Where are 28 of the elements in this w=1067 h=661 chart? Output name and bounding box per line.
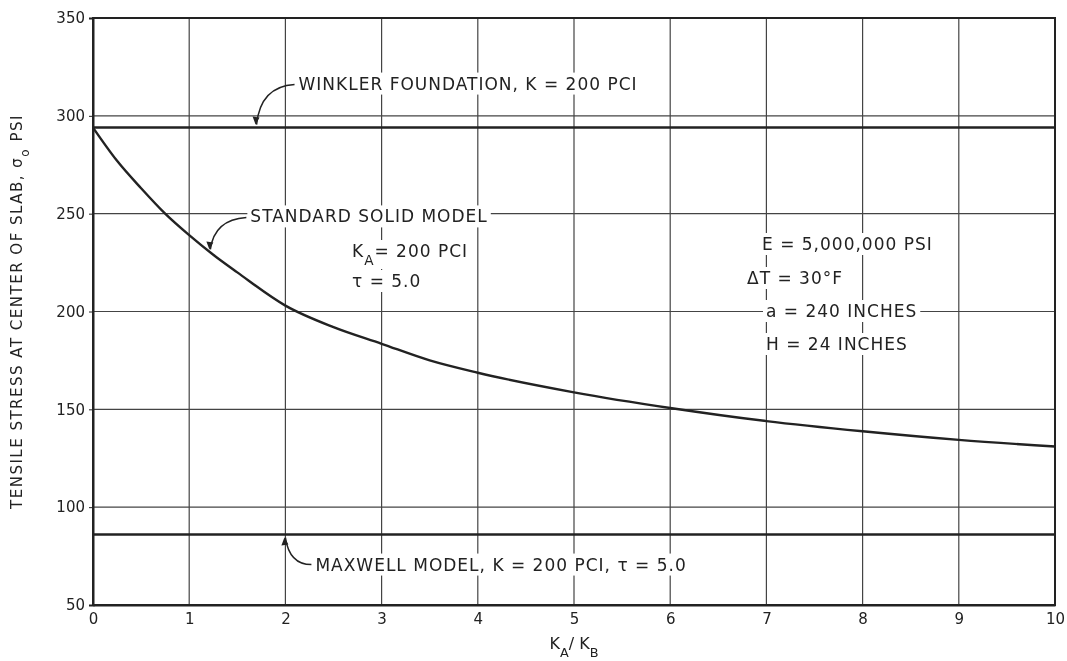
series-label: MAXWELL MODEL, K = 200 PCI, τ = 5.0 [315,554,687,575]
y-tick-label: 300 [56,107,85,126]
x-tick-label: 8 [858,609,868,628]
x-tick-label: 1 [184,609,195,628]
x-axis-title: K$_{A}$/ K$_{B}$ [549,634,599,660]
series-label: WINKLER FOUNDATION, K = 200 PCI [298,73,638,94]
y-tick-label: 100 [56,498,85,517]
annotation: τ = 5.0 [352,271,422,291]
text: STANDARD SOLID MODEL [250,206,488,227]
x-tick-label: 9 [954,609,965,628]
y-tick-label: 200 [56,302,85,321]
x-tick-label: 10 [1045,609,1066,628]
x-tick-label: 3 [377,609,387,628]
annotation: K$_{A}$= 200 PCI [352,241,469,268]
y-tick-label: 350 [56,9,85,28]
x-tick-label: 2 [281,609,291,628]
x-tick-label: 5 [569,609,580,628]
annotation: H = 24 INCHES [766,334,908,354]
y-tick-label: 150 [56,400,85,419]
y-tick-label: 50 [65,596,85,615]
annotation: ΔT = 30°F [747,268,843,288]
x-tick-label: 4 [473,609,484,628]
x-tick-label: 7 [762,609,772,628]
annotation: E = 5,000,000 PSI [762,234,933,254]
annotation: a = 240 INCHES [766,301,918,321]
x-tick-label: 0 [88,609,99,628]
y-tick-label: 250 [56,204,85,223]
x-tick-label: 6 [665,609,676,628]
